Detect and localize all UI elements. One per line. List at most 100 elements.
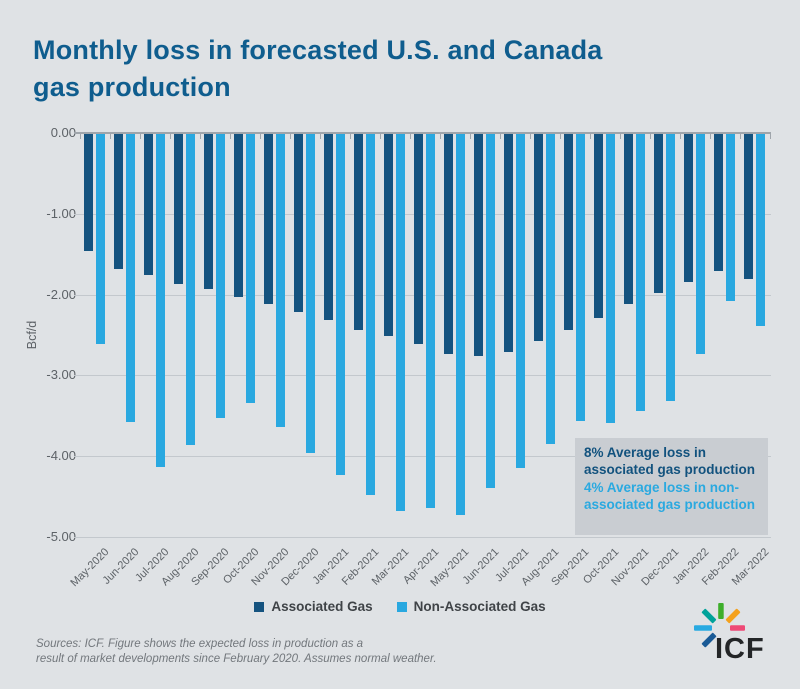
x-axis-tick [650,134,651,139]
bar-non-associated-gas-apr-2021 [426,134,435,509]
y-tick-label: -4.00 [46,448,76,464]
legend-swatch-non-associated-gas-icon [396,601,407,612]
page-title-line-2: gas production [33,72,231,102]
bar-non-associated-gas-jun-2021 [486,134,495,488]
x-axis-tick [470,134,471,139]
x-axis-tick [440,134,441,139]
bar-non-associated-gas-mar-2022 [756,134,765,327]
annotation-box: 8% Average loss in associated gas produc… [575,438,768,535]
bar-associated-gas-feb-2022 [714,134,723,272]
bar-associated-gas-jun-2020 [114,134,123,269]
bar-non-associated-gas-feb-2021 [366,134,375,496]
legend-item-non-associated-gas: Non-Associated Gas [396,599,546,614]
bar-associated-gas-jan-2022 [684,134,693,282]
y-tick-label: -3.00 [46,367,76,383]
bar-associated-gas-jul-2020 [144,134,153,276]
x-axis-tick [350,134,351,139]
source-note-line-2: result of market developments since Febr… [36,653,437,665]
x-axis-tick [590,134,591,139]
bar-associated-gas-dec-2021 [654,134,663,294]
bar-non-associated-gas-may-2021 [456,134,465,516]
bar-associated-gas-nov-2021 [624,134,633,304]
legend-swatch-associated-gas-icon [254,601,265,612]
icf-logo: ICF [683,593,783,673]
x-axis-tick [560,134,561,139]
legend-label-associated-gas: Associated Gas [271,599,373,614]
bar-non-associated-gas-dec-2020 [306,134,315,454]
bar-associated-gas-aug-2020 [174,134,183,284]
y-tick-label: -5.00 [46,529,76,544]
gridline [74,537,771,538]
bar-non-associated-gas-oct-2021 [606,134,615,424]
bar-non-associated-gas-dec-2021 [666,134,675,401]
bar-associated-gas-feb-2021 [354,134,363,330]
source-note-line-1: Sources: ICF. Figure shows the expected … [36,638,364,650]
bar-non-associated-gas-aug-2020 [186,134,195,446]
bar-non-associated-gas-jul-2021 [516,134,525,468]
icf-logo-text: ICF [715,633,765,665]
bar-non-associated-gas-mar-2021 [396,134,405,512]
legend-item-associated-gas: Associated Gas [254,599,373,614]
bar-associated-gas-nov-2020 [264,134,273,304]
annotation-associated-note: 8% Average loss in associated gas produc… [584,445,756,477]
icf-logo-burst-icon [694,603,745,648]
bar-non-associated-gas-jan-2022 [696,134,705,354]
bar-associated-gas-apr-2021 [414,134,423,345]
y-tick-label: 0.00 [50,125,76,140]
page-title-line-1: Monthly loss in forecasted U.S. and Cana… [33,35,603,65]
x-axis-tick [290,134,291,139]
bar-associated-gas-mar-2021 [384,134,393,336]
x-axis-tick [170,134,171,139]
bar-associated-gas-dec-2020 [294,134,303,312]
y-tick-label: -1.00 [46,205,76,221]
page-title: Monthly loss in forecasted U.S. and Cana… [33,32,673,106]
bar-associated-gas-sep-2020 [204,134,213,290]
bar-non-associated-gas-oct-2020 [246,134,255,404]
x-axis-tick [530,134,531,139]
bar-associated-gas-jan-2021 [324,134,333,320]
x-axis-tick [410,134,411,139]
bar-non-associated-gas-jan-2021 [336,134,345,475]
bar-non-associated-gas-nov-2020 [276,134,285,427]
bar-non-associated-gas-jun-2020 [126,134,135,422]
bar-associated-gas-oct-2020 [234,134,243,298]
bar-associated-gas-may-2021 [444,134,453,354]
bar-associated-gas-mar-2022 [744,134,753,280]
bar-non-associated-gas-sep-2021 [576,134,585,421]
x-axis-tick [620,134,621,139]
x-axis-tick [680,134,681,139]
bar-associated-gas-oct-2021 [594,134,603,319]
x-axis-tick [260,134,261,139]
x-axis-tick [380,134,381,139]
bar-associated-gas-may-2020 [84,134,93,252]
legend-label-non-associated-gas: Non-Associated Gas [413,599,546,614]
bar-associated-gas-sep-2021 [564,134,573,330]
annotation-non-associated-note: 4% Average loss in non-associated gas pr… [584,480,756,512]
x-axis-tick [740,134,741,139]
bar-associated-gas-aug-2021 [534,134,543,341]
x-axis-tick [500,134,501,139]
x-axis-tick-labels: May-2020 Jun-2020 Jul-2020 Aug-2020 Sep-2020… [68,537,771,597]
bar-non-associated-gas-jul-2020 [156,134,165,467]
y-tick-label: -2.00 [46,286,76,302]
gridline [74,375,771,377]
bar-associated-gas-jun-2021 [474,134,483,357]
bar-non-associated-gas-sep-2020 [216,134,225,419]
source-note: Sources: ICF. Figure shows the expected … [36,637,437,667]
bar-non-associated-gas-nov-2021 [636,134,645,412]
zero-axis-line [74,132,771,134]
y-axis-tick-labels: 0.00 -1.00 -2.00 -3.00 -4.00 -5.00 [0,125,76,544]
x-axis-tick [320,134,321,139]
x-axis-tick [230,134,231,139]
x-axis-tick [140,134,141,139]
x-axis-tick [200,134,201,139]
plot-area [74,132,771,538]
x-axis-tick [770,134,771,139]
x-axis-tick [80,134,81,139]
x-axis-tick [710,134,711,139]
chart-legend: Associated Gas Non-Associated Gas [0,599,800,614]
bar-associated-gas-jul-2021 [504,134,513,353]
gridline [74,456,771,458]
bar-non-associated-gas-feb-2022 [726,134,735,302]
